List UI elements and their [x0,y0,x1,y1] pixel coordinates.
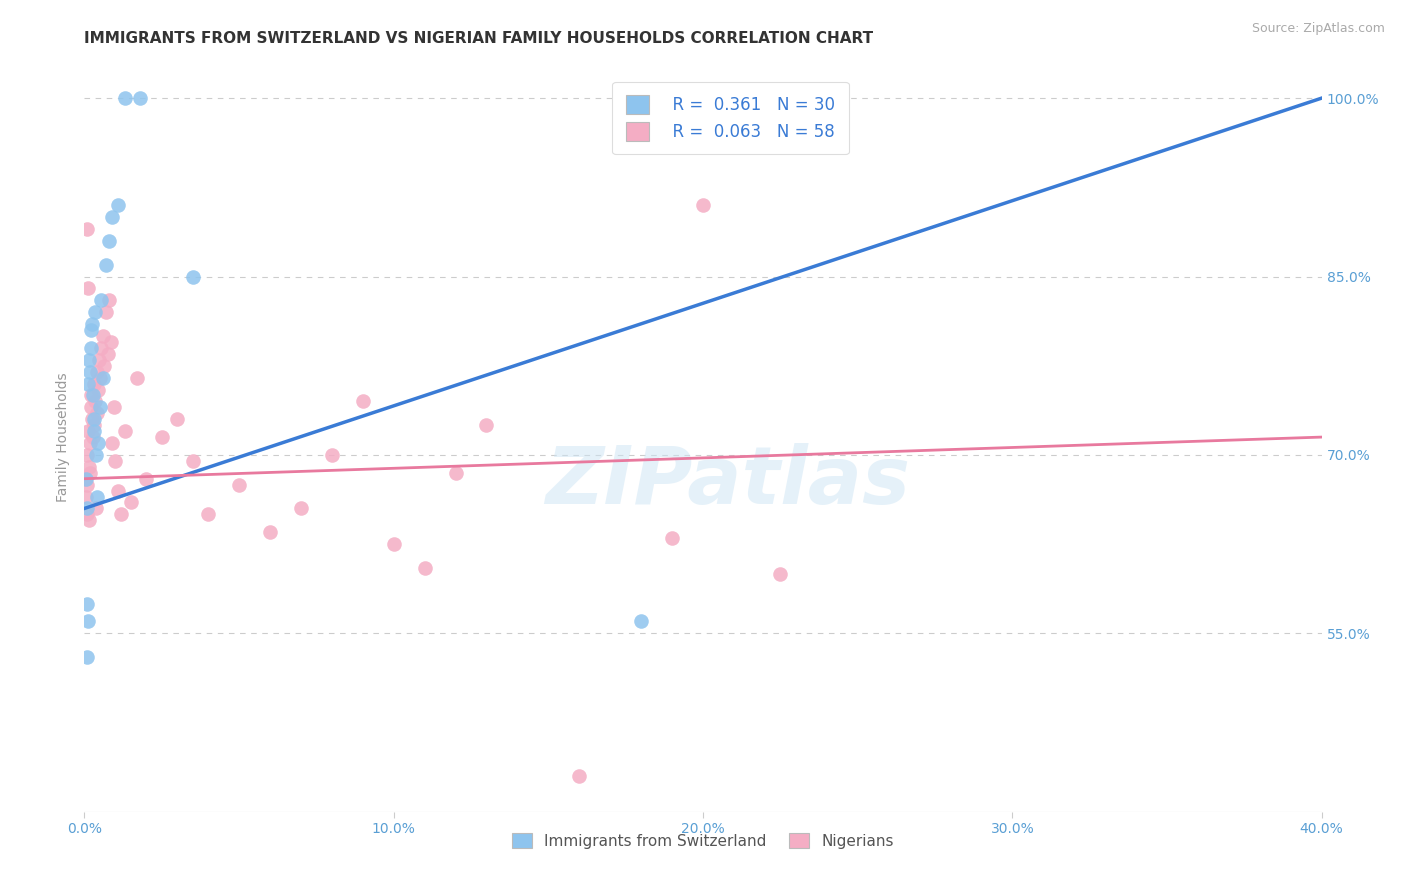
Legend: Immigrants from Switzerland, Nigerians: Immigrants from Switzerland, Nigerians [505,826,901,856]
Y-axis label: Family Households: Family Households [56,372,70,502]
Point [129,91,152,105]
Point [181,269,204,284]
Point [93,359,115,373]
Point [75,472,97,486]
Point [77,352,100,367]
Point [82,412,104,426]
Point [76,597,98,611]
Point [120,495,142,509]
Point [100,334,122,349]
Point [77,615,100,629]
Point [89,401,111,415]
Point [87,436,110,450]
Point [80,388,103,402]
Point [76,501,98,516]
Point [104,454,127,468]
Point [83,424,105,438]
Point [84,394,107,409]
Point [77,281,100,295]
Point [290,501,312,516]
Point [769,566,792,581]
Point [114,424,136,438]
Point [83,418,105,433]
Point [77,424,100,438]
Point [228,477,250,491]
Point [352,394,374,409]
Point [89,352,111,367]
Point [692,198,714,212]
Point [98,293,121,308]
Point [82,388,104,402]
Point [75,490,97,504]
Text: Source: ZipAtlas.com: Source: ZipAtlas.com [1251,22,1385,36]
Point [84,501,107,516]
Point [87,383,110,397]
Point [90,293,112,308]
Point [83,412,105,426]
Text: ZIPatlas: ZIPatlas [546,443,910,521]
Point [661,531,683,545]
Point [197,508,219,522]
Point [444,466,467,480]
Point [84,448,107,462]
Point [382,537,405,551]
Point [98,234,121,248]
Point [135,472,157,486]
Point [90,341,112,355]
Point [79,436,101,450]
Point [76,222,98,236]
Point [181,454,204,468]
Point [101,210,124,224]
Point [91,329,114,343]
Point [79,365,101,379]
Point [259,525,281,540]
Point [76,448,98,462]
Point [76,650,98,665]
Point [80,323,103,337]
Point [96,347,118,361]
Point [83,376,105,391]
Point [91,370,114,384]
Point [76,477,98,491]
Point [321,448,343,462]
Point [86,365,108,379]
Point [86,406,108,420]
Point [413,561,436,575]
Point [77,459,100,474]
Point [79,466,101,480]
Point [630,615,652,629]
Point [754,115,776,129]
Point [166,412,188,426]
Point [82,430,104,444]
Point [84,305,107,319]
Point [79,401,101,415]
Point [77,513,100,527]
Point [89,370,111,384]
Point [94,258,117,272]
Point [475,418,498,433]
Point [82,317,104,331]
Point [150,430,173,444]
Point [107,198,129,212]
Point [86,490,108,504]
Point [77,376,100,391]
Point [79,341,101,355]
Point [568,769,591,783]
Text: IMMIGRANTS FROM SWITZERLAND VS NIGERIAN FAMILY HOUSEHOLDS CORRELATION CHART: IMMIGRANTS FROM SWITZERLAND VS NIGERIAN … [84,31,873,46]
Point [110,508,132,522]
Point [94,305,117,319]
Point [107,483,129,498]
Point [125,370,148,384]
Point [114,91,136,105]
Point [101,436,124,450]
Point [75,472,97,486]
Point [76,508,98,522]
Point [103,401,125,415]
